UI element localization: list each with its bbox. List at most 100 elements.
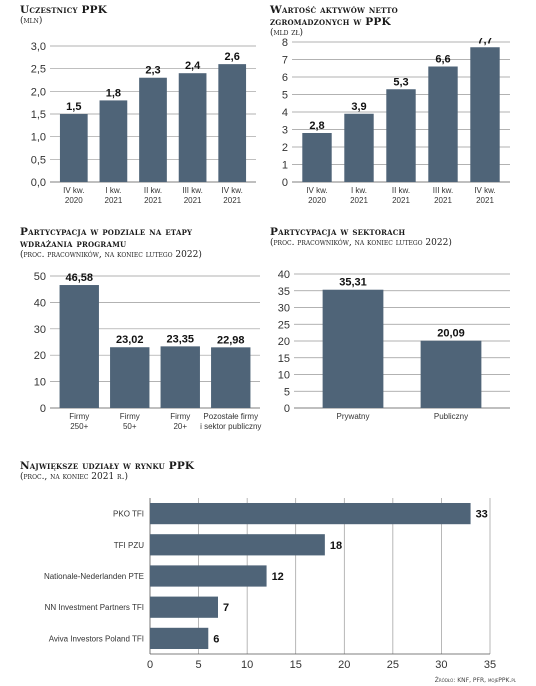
x-tick-label: Publiczny [434, 412, 468, 421]
chart-subtitle: (mld zł) [270, 28, 304, 38]
x-tick-label: 2021 [144, 196, 162, 205]
x-tick-label: IV kw. [222, 186, 243, 195]
x-tick-label: 5 [196, 659, 202, 671]
data-label: 35,31 [339, 277, 367, 289]
y-tick-label: 20 [278, 336, 290, 348]
chart-market-share-svg: 0 5 10 15 20 25 30 35 33 PKO TFI 18 TFI PZU 12 Nation… [44, 498, 496, 671]
x-tick-label: 2021 [434, 196, 452, 205]
x-tick-label: IV kw. [306, 186, 327, 195]
y-tick-label: 1,5 [31, 109, 46, 121]
x-tick-label: Firmy [120, 412, 140, 421]
y-tick-label: 2,5 [31, 64, 46, 76]
y-tick-label: 5 [284, 386, 290, 398]
y-tick-label: 15 [278, 353, 290, 365]
data-label: 18 [330, 540, 342, 552]
y-tick-label: Aviva Investors Poland TFI [49, 634, 144, 643]
x-tick-label: Firmy [69, 412, 89, 421]
bar [178, 73, 207, 182]
data-label: 1,5 [66, 101, 81, 113]
data-label: 2,3 [145, 65, 160, 77]
chart-subtitle: (proc. pracowników, na koniec lutego 202… [270, 238, 452, 248]
x-tick-label: IV kw. [474, 186, 495, 195]
y-tick-label: 1 [282, 160, 288, 172]
bar [150, 565, 267, 587]
bar [150, 627, 209, 650]
data-label: 2,6 [225, 51, 240, 63]
bar [160, 346, 200, 408]
x-tick-label: i sektor publiczny [200, 422, 261, 431]
x-tick-label: 15 [290, 659, 302, 671]
bar [150, 596, 218, 618]
x-tick-label: 2021 [184, 196, 202, 205]
bar [99, 100, 128, 182]
y-tick-label: 25 [278, 319, 290, 331]
x-tick-label: 20 [338, 659, 350, 671]
x-tick-label: II kw. [144, 186, 162, 195]
x-tick-label: Pozostałe firmy [203, 412, 258, 421]
chart-subtitle: (proc. pracowników, na koniec lutego 202… [20, 250, 202, 260]
x-tick-label: 2021 [392, 196, 410, 205]
chart-title: Największe udziały w rynku PPK [20, 460, 195, 472]
chart-title: Uczestnicy PPK [20, 4, 108, 16]
y-tick-label: 50 [34, 271, 46, 283]
chart-participation-sectors: Partycypacja w sektorach (proc. pracowni… [270, 226, 515, 452]
source-note: Źródło: KNF, PFR, mojePPK.pl [434, 677, 516, 684]
bar [420, 340, 482, 408]
chart-title: Partycypacja w podziale na etapy wdrażan… [20, 226, 193, 250]
y-tick-label: 4 [282, 107, 288, 119]
bar [386, 89, 416, 182]
bar [110, 347, 150, 408]
data-label: 33 [476, 509, 488, 521]
y-tick-label: 0,0 [31, 177, 46, 189]
y-tick-label: 20 [34, 350, 46, 362]
data-label: 22,98 [217, 334, 245, 346]
x-tick-label: Firmy [170, 412, 190, 421]
y-tick-label: 30 [278, 303, 290, 315]
x-tick-label: 2020 [65, 196, 83, 205]
bar [302, 133, 332, 182]
chart-title: Partycypacja w sektorach [270, 226, 406, 238]
y-tick-label: 7 [282, 55, 288, 67]
data-label: 23,02 [116, 334, 144, 346]
bar [322, 289, 384, 408]
y-tick-label: 5 [282, 90, 288, 102]
data-label: 7,7 [477, 38, 492, 46]
data-label: 6,6 [435, 54, 450, 66]
bar [218, 64, 247, 182]
y-tick-label: 1,0 [31, 132, 46, 144]
y-tick-label: 0 [282, 177, 288, 189]
y-tick-label: 6 [282, 72, 288, 84]
y-tick-label: 3 [282, 125, 288, 137]
data-label: 2,4 [185, 60, 201, 72]
bar [150, 534, 325, 556]
data-label: 23,35 [166, 333, 194, 345]
bar [470, 47, 500, 182]
x-tick-label: 0 [147, 659, 153, 671]
y-tick-label: 3,0 [31, 41, 46, 53]
y-tick-label: 35 [278, 286, 290, 298]
y-tick-label: 8 [282, 38, 288, 49]
bar [59, 285, 99, 408]
data-label: 7 [223, 602, 229, 614]
y-tick-label: 40 [34, 297, 46, 309]
x-tick-label: 30 [435, 659, 447, 671]
y-tick-label: 0 [284, 403, 290, 415]
x-tick-label: 25 [387, 659, 399, 671]
chart-participation-sectors-svg: 0 5 10 15 20 25 30 35 40 35,31 Prywatny 20,09 Public… [278, 269, 510, 421]
y-tick-label: NN Investment Partners TFI [45, 603, 144, 612]
chart-subtitle: (mln) [20, 16, 43, 26]
x-tick-label: 2021 [476, 196, 494, 205]
y-tick-label: PKO TFI [113, 510, 144, 519]
x-tick-label: II kw. [392, 186, 410, 195]
x-tick-label: 10 [241, 659, 253, 671]
chart-participants: Uczestnicy PPK (mln) 0,0 0,5 1,0 1,5 2,0 2,5 3… [20, 4, 260, 214]
bar [59, 114, 88, 182]
y-tick-label: TFI PZU [114, 541, 144, 550]
y-tick-label: Nationale-Nederlanden PTE [44, 572, 144, 581]
chart-title: Wartość aktywów netto zgromadzonych w PP… [270, 4, 398, 28]
x-tick-label: 35 [484, 659, 496, 671]
bar [139, 77, 167, 182]
